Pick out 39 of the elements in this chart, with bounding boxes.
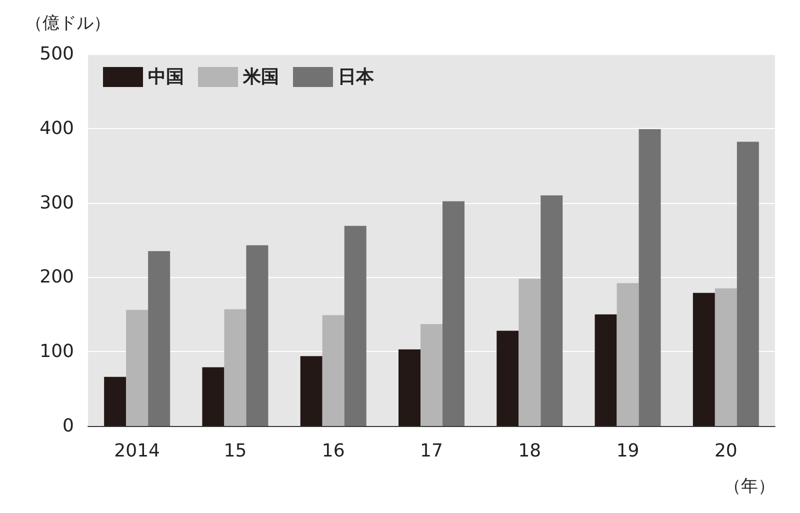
bar: [714, 288, 737, 426]
bar: [540, 195, 563, 426]
bar: [246, 245, 268, 426]
legend-label: 中国: [148, 66, 184, 88]
y-tick-label: 400: [40, 118, 74, 139]
legend-label: 日本: [338, 66, 375, 88]
bar: [202, 367, 224, 426]
bar: [736, 142, 759, 426]
bar: [104, 376, 126, 426]
bar: [518, 278, 541, 426]
bar: [344, 226, 366, 426]
bar: [616, 283, 639, 426]
bar: [496, 330, 519, 426]
bar: [126, 310, 148, 426]
y-tick-label: 0: [62, 416, 74, 436]
bar: [300, 356, 322, 426]
bar: [224, 309, 246, 426]
bar: [442, 201, 464, 426]
bar: [398, 349, 420, 426]
y-tick-label: 500: [40, 44, 74, 64]
legend-label: 米国: [242, 66, 279, 88]
x-tick-label: 15: [224, 440, 247, 462]
bar: [692, 292, 715, 426]
x-tick-label: 19: [616, 440, 640, 462]
bar: [148, 251, 170, 426]
x-tick-label: 16: [322, 440, 345, 462]
x-tick-label: 20: [714, 440, 738, 462]
x-tick-label: 18: [518, 440, 542, 462]
y-tick-label: 100: [40, 341, 74, 362]
y-tick-label: 300: [40, 192, 74, 214]
x-tick-label: 17: [420, 440, 443, 462]
bar: [322, 315, 344, 426]
y-tick-label: 200: [40, 266, 74, 288]
bar: [594, 314, 617, 426]
y-axis-title: （億ドル）: [26, 14, 110, 34]
x-tick-label: 2014: [114, 440, 160, 462]
bar: [638, 129, 661, 426]
bar: [420, 324, 442, 426]
x-axis-title: （年）: [724, 476, 775, 496]
